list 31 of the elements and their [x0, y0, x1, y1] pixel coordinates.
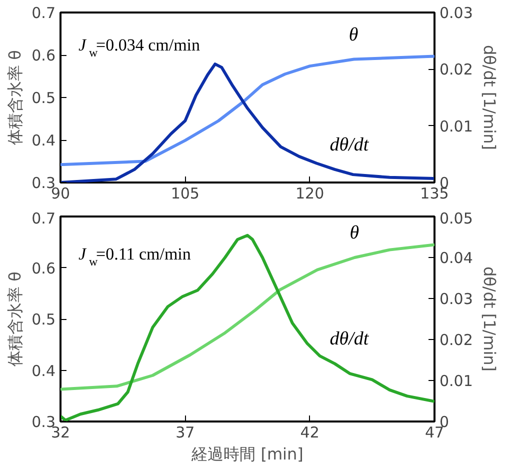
y2-tick-label: 0.04 [440, 249, 473, 267]
x-tick-label: 105 [170, 184, 200, 202]
y2-axis-title: dθ/dt [1/min] [480, 266, 499, 372]
y-tick-label: 0.4 [32, 132, 56, 150]
y-tick-label: 0.5 [32, 310, 56, 328]
y-tick-label: 0.3 [32, 413, 56, 431]
y2-tick-label: 0.01 [440, 372, 473, 390]
x-tick-label: 120 [296, 184, 324, 202]
y2-tick-label: 0.03 [440, 290, 473, 308]
y2-tick-label: 0.05 [440, 210, 473, 228]
y-tick-label: 0.6 [32, 46, 56, 64]
series-label: dθ/dt [330, 134, 370, 156]
y2-tick-label: 0.03 [440, 4, 473, 22]
y-tick-label: 0.7 [32, 210, 56, 228]
line-series [60, 243, 434, 391]
y-tick-label: 0.4 [32, 362, 56, 380]
y-tick-label: 0.5 [32, 89, 56, 107]
y2-tick-label: 0.02 [440, 60, 473, 79]
y-axis-title: 体積含水率 θ [6, 50, 25, 145]
x-tick-label: 37 [176, 424, 195, 442]
series-label: θ [348, 24, 358, 46]
y-axis-title: 体積含水率 θ [6, 272, 25, 366]
y2-axis-title: dθ/dt [1/min] [480, 44, 499, 150]
y2-tick-label: 0.01 [440, 117, 473, 136]
y-tick-label: 0.7 [32, 4, 56, 22]
x-tick-label: 42 [300, 424, 320, 442]
x-axis-title: 経過時間 [min] [190, 444, 304, 464]
y-tick-label: 0.6 [32, 259, 56, 278]
y2-tick-label: 0.02 [440, 331, 473, 349]
series-label: θ [350, 222, 360, 244]
series-label: dθ/dt [330, 328, 370, 350]
